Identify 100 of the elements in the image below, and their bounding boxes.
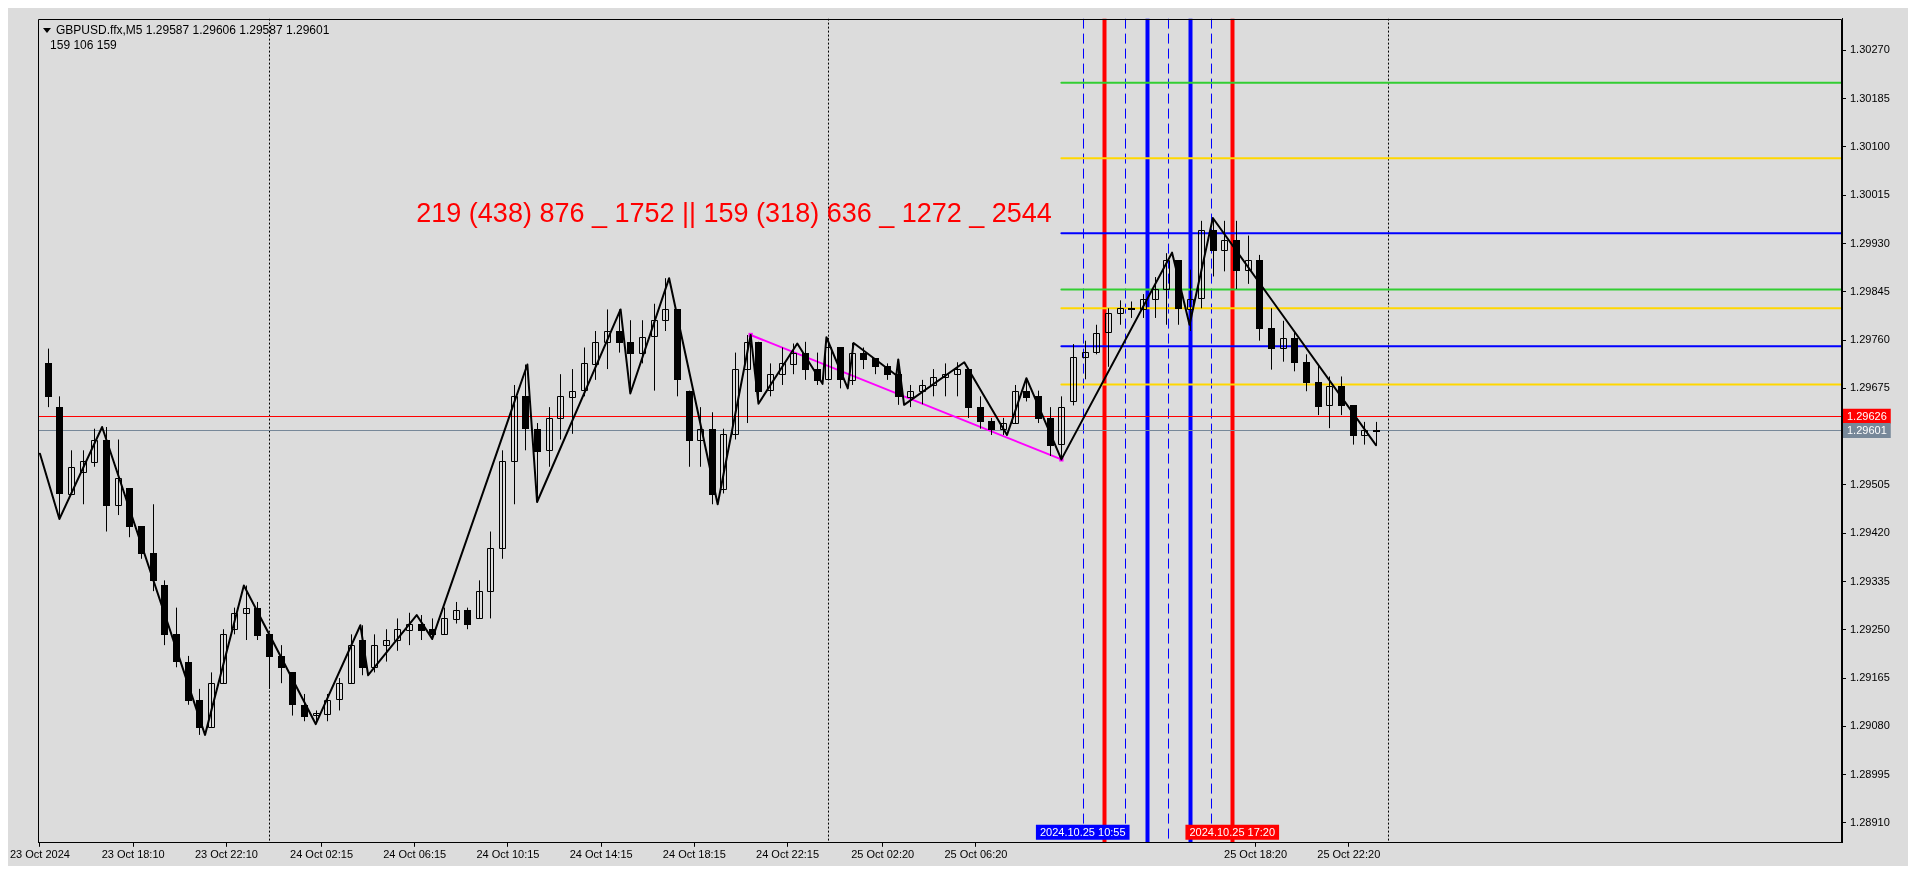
candlestick (1093, 324, 1100, 355)
candlestick (1268, 307, 1275, 371)
candlestick (919, 379, 926, 405)
candlestick (115, 439, 122, 516)
text: 159 106 159 (50, 37, 118, 52)
y-tick-label: 1.28995 (1850, 767, 1890, 780)
x-tick-label: 23 Oct 2024 (10, 848, 70, 861)
candlestick (977, 395, 984, 430)
x-tick-label: 25 Oct 22:20 (1317, 848, 1381, 861)
candlestick (1070, 343, 1077, 406)
ref-line-label: 1.29626 (1847, 409, 1887, 422)
candlestick (779, 346, 786, 386)
candlestick (849, 342, 856, 386)
candlestick (499, 449, 506, 560)
candlestick (1105, 307, 1112, 368)
candlestick (406, 612, 413, 646)
candlestick (394, 617, 401, 652)
candlestick (557, 373, 564, 440)
x-tick-label: 23 Oct 22:10 (194, 848, 258, 861)
candlestick (720, 428, 727, 494)
x-tick-label: 25 Oct 06:20 (944, 848, 1008, 861)
candlestick (767, 362, 774, 397)
candlestick (68, 449, 75, 495)
candlestick (639, 319, 646, 364)
x-tick-label: 24 Oct 10:15 (476, 848, 540, 861)
ref-line-label: 2024.10.25 10:55 (1039, 825, 1126, 838)
candlestick (231, 607, 238, 635)
candlestick (441, 607, 448, 635)
candlestick (569, 368, 576, 435)
candlestick (208, 671, 215, 728)
ref-line-label: 2024.10.25 17:20 (1189, 825, 1276, 838)
candlestick (324, 693, 331, 722)
candlestick (814, 352, 821, 386)
candlestick (371, 633, 378, 673)
candlestick (697, 406, 704, 468)
candlestick (1035, 390, 1042, 424)
candlestick (1221, 220, 1228, 272)
candlestick (1152, 276, 1159, 319)
candlestick (662, 277, 669, 332)
candlestick (418, 614, 425, 641)
candlestick (1187, 269, 1194, 332)
candlestick (220, 628, 227, 684)
candlestick (954, 361, 961, 397)
candlestick (1303, 353, 1310, 392)
chart-title: GBPUSD.ffx,M5 1.29587 1.29606 1.29587 1.29601 (56, 22, 330, 37)
candlestick (592, 330, 599, 381)
y-tick-label: 1.29335 (1850, 574, 1890, 587)
candlestick (802, 341, 809, 381)
candlestick (476, 579, 483, 619)
x-tick-label: 24 Oct 14:15 (569, 848, 633, 861)
y-tick-label: 1.28910 (1850, 815, 1890, 828)
candlestick (348, 633, 355, 684)
x-tick-label: 25 Oct 18:20 (1224, 848, 1288, 861)
candlestick (616, 308, 623, 354)
candlestick (930, 368, 937, 397)
candlestick (1280, 320, 1287, 363)
candlestick (1012, 384, 1019, 424)
ref-line-label: 1.29601 (1847, 423, 1887, 436)
candlestick (581, 346, 588, 397)
candlestick (1128, 300, 1135, 319)
candlestick (651, 303, 658, 392)
candlestick (336, 677, 343, 711)
y-tick-label: 1.29760 (1850, 333, 1890, 346)
candlestick (732, 352, 739, 440)
x-tick-label: 23 Oct 18:10 (101, 848, 165, 861)
candlestick (546, 406, 553, 468)
candlestick (91, 428, 98, 468)
x-tick-label: 24 Oct 06:15 (383, 848, 447, 861)
candlestick (429, 617, 436, 641)
candlestick (464, 607, 471, 630)
y-tick-label: 1.29080 (1850, 719, 1890, 732)
candlestick (511, 384, 518, 505)
candlestick (243, 584, 250, 641)
x-tick-label: 24 Oct 22:15 (756, 848, 820, 861)
candlestick (1198, 220, 1205, 309)
candlestick (790, 343, 797, 375)
y-tick-label: 1.30015 (1850, 188, 1890, 201)
candlestick (860, 346, 867, 370)
candlestick (1163, 252, 1170, 326)
candlestick (942, 362, 949, 397)
x-tick-label: 24 Oct 02:15 (290, 848, 354, 861)
candlestick (1140, 293, 1147, 319)
y-tick-label: 1.29250 (1850, 622, 1890, 635)
y-tick-label: 1.29505 (1850, 477, 1890, 490)
candlestick (278, 644, 285, 684)
candlestick (604, 308, 611, 370)
y-tick-label: 1.29930 (1850, 236, 1890, 249)
x-tick-label: 25 Oct 02:20 (851, 848, 915, 861)
x-tick-label: 24 Oct 18:15 (662, 848, 726, 861)
y-tick-label: 1.29420 (1850, 526, 1890, 539)
candlestick (383, 628, 390, 663)
candlestick (487, 531, 494, 619)
candlestick (301, 693, 308, 722)
candlestick (1245, 235, 1252, 285)
y-tick-label: 1.30185 (1850, 91, 1890, 104)
candlestick (1361, 421, 1368, 446)
y-tick-label: 1.29845 (1850, 284, 1890, 297)
y-tick-label: 1.29675 (1850, 381, 1890, 394)
y-tick-label: 1.30270 (1850, 43, 1890, 56)
y-tick-label: 1.30100 (1850, 140, 1890, 152)
